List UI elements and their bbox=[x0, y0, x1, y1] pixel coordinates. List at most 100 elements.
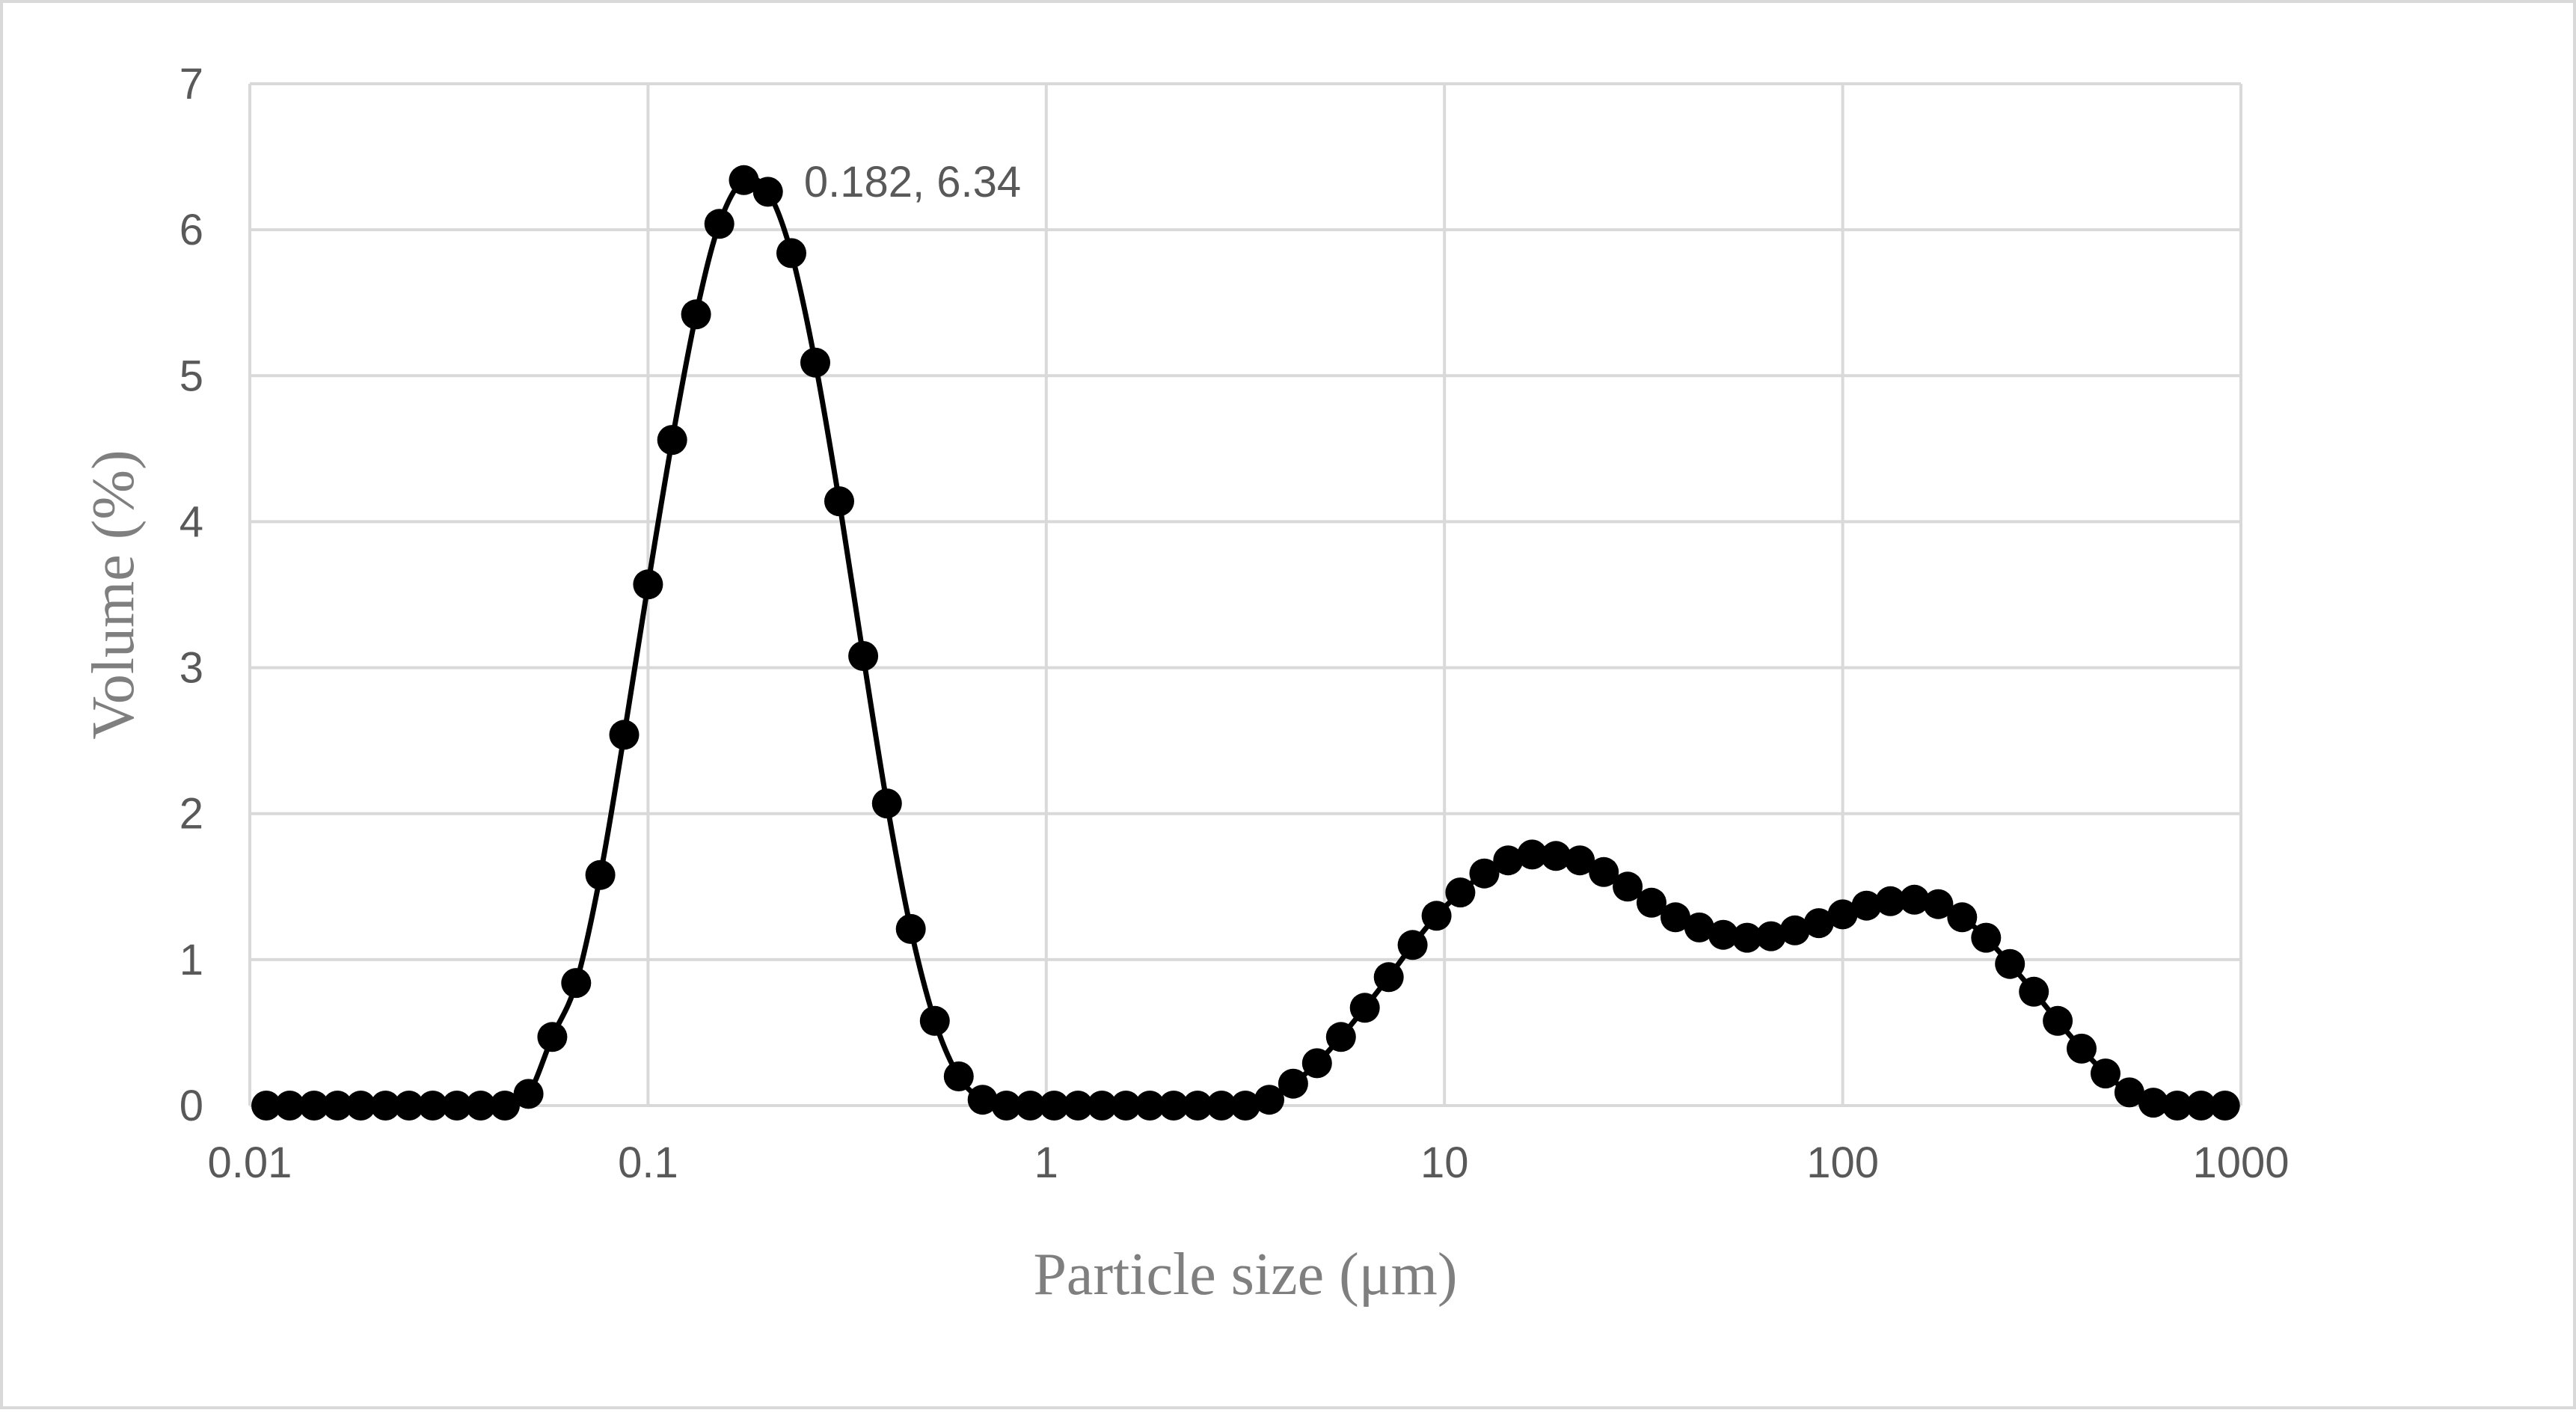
data-point bbox=[275, 1091, 305, 1121]
data-point bbox=[1039, 1091, 1070, 1121]
x-tick-label: 0.01 bbox=[208, 1138, 292, 1187]
data-point bbox=[441, 1091, 472, 1121]
data-point bbox=[1779, 915, 1810, 945]
data-point bbox=[1637, 887, 1666, 918]
y-tick-label: 6 bbox=[180, 206, 203, 254]
data-point bbox=[1851, 890, 1882, 921]
data-point bbox=[609, 720, 640, 750]
gridlines bbox=[248, 82, 2242, 1107]
data-point bbox=[322, 1091, 353, 1121]
data-point bbox=[2162, 1091, 2192, 1121]
y-axis-tick-labels: 0 1 2 3 4 5 6 7 bbox=[180, 60, 203, 1130]
data-markers bbox=[251, 165, 2240, 1121]
data-point bbox=[1660, 902, 1690, 933]
data-point bbox=[704, 209, 735, 239]
x-tick-label: 10 bbox=[1420, 1138, 1469, 1187]
data-point bbox=[919, 1005, 950, 1036]
data-point bbox=[1947, 902, 1978, 933]
x-axis-tick-labels: 0.01 0.1 1 10 100 1000 bbox=[208, 1138, 2290, 1187]
data-point bbox=[2067, 1033, 2097, 1064]
data-point bbox=[1111, 1091, 1141, 1121]
data-point bbox=[1445, 877, 1476, 908]
data-point bbox=[513, 1079, 544, 1109]
x-tick-label: 1000 bbox=[2192, 1138, 2289, 1187]
data-point bbox=[824, 486, 854, 517]
data-point bbox=[1469, 858, 1500, 889]
data-point bbox=[2138, 1088, 2168, 1118]
y-tick-label: 7 bbox=[180, 60, 203, 108]
y-tick-label: 3 bbox=[180, 644, 203, 693]
data-point bbox=[1827, 899, 1858, 930]
data-point bbox=[1613, 871, 1643, 902]
data-point bbox=[1995, 948, 2025, 979]
y-tick-label: 0 bbox=[180, 1082, 203, 1130]
data-point bbox=[1732, 922, 1762, 953]
data-point bbox=[991, 1091, 1022, 1121]
y-tick-label: 1 bbox=[180, 936, 203, 984]
data-point bbox=[1183, 1091, 1213, 1121]
data-point bbox=[1301, 1048, 1332, 1079]
data-point bbox=[1373, 962, 1404, 993]
data-point bbox=[1325, 1022, 1356, 1052]
data-point bbox=[370, 1091, 401, 1121]
y-tick-label: 2 bbox=[180, 790, 203, 839]
data-point bbox=[1230, 1091, 1260, 1121]
x-axis-title: Particle size (μm) bbox=[1033, 1242, 1457, 1308]
data-point bbox=[1875, 886, 1906, 916]
data-point bbox=[1421, 901, 1452, 931]
x-tick-label: 0.1 bbox=[618, 1138, 678, 1187]
data-point bbox=[729, 165, 759, 195]
x-tick-label: 1 bbox=[1034, 1138, 1058, 1187]
x-tick-label: 100 bbox=[1806, 1138, 1879, 1187]
data-point bbox=[800, 347, 830, 378]
y-axis-title: Volume (%) bbox=[81, 450, 147, 739]
data-point bbox=[2019, 976, 2049, 1007]
data-point bbox=[1135, 1091, 1165, 1121]
data-point bbox=[1206, 1091, 1236, 1121]
data-point bbox=[1899, 884, 1930, 915]
data-point bbox=[1278, 1068, 1308, 1099]
data-point bbox=[633, 569, 663, 600]
data-point bbox=[657, 425, 687, 456]
data-point bbox=[1684, 912, 1714, 942]
data-point bbox=[393, 1091, 424, 1121]
data-point bbox=[1971, 922, 2002, 953]
data-point bbox=[1063, 1091, 1094, 1121]
data-point bbox=[1708, 919, 1738, 950]
data-point bbox=[1015, 1091, 1046, 1121]
y-tick-label: 4 bbox=[180, 497, 203, 546]
data-point bbox=[346, 1091, 376, 1121]
data-point bbox=[1517, 839, 1548, 870]
data-point bbox=[251, 1091, 281, 1121]
data-point bbox=[967, 1085, 998, 1115]
data-point bbox=[943, 1061, 974, 1091]
data-point bbox=[1087, 1091, 1117, 1121]
data-point bbox=[417, 1091, 448, 1121]
data-point bbox=[1493, 845, 1524, 876]
data-point bbox=[1803, 908, 1834, 939]
data-point bbox=[1541, 841, 1571, 871]
data-point bbox=[1589, 856, 1619, 887]
data-point bbox=[895, 913, 926, 944]
y-tick-label: 5 bbox=[180, 352, 203, 400]
peak-annotation: 0.182, 6.34 bbox=[804, 158, 1021, 206]
data-point bbox=[776, 238, 806, 269]
data-point bbox=[2114, 1077, 2144, 1108]
data-point bbox=[1349, 993, 1380, 1023]
data-point bbox=[2091, 1058, 2120, 1089]
data-point bbox=[2186, 1091, 2216, 1121]
data-point bbox=[1923, 889, 1954, 919]
data-point bbox=[1565, 845, 1595, 876]
data-point bbox=[537, 1022, 568, 1052]
data-point bbox=[2209, 1091, 2240, 1121]
data-point bbox=[585, 859, 616, 890]
data-point bbox=[681, 299, 711, 330]
data-point bbox=[1254, 1085, 1284, 1115]
data-point bbox=[1397, 930, 1428, 960]
data-point bbox=[298, 1091, 329, 1121]
data-point bbox=[1159, 1091, 1189, 1121]
data-point bbox=[752, 177, 783, 207]
